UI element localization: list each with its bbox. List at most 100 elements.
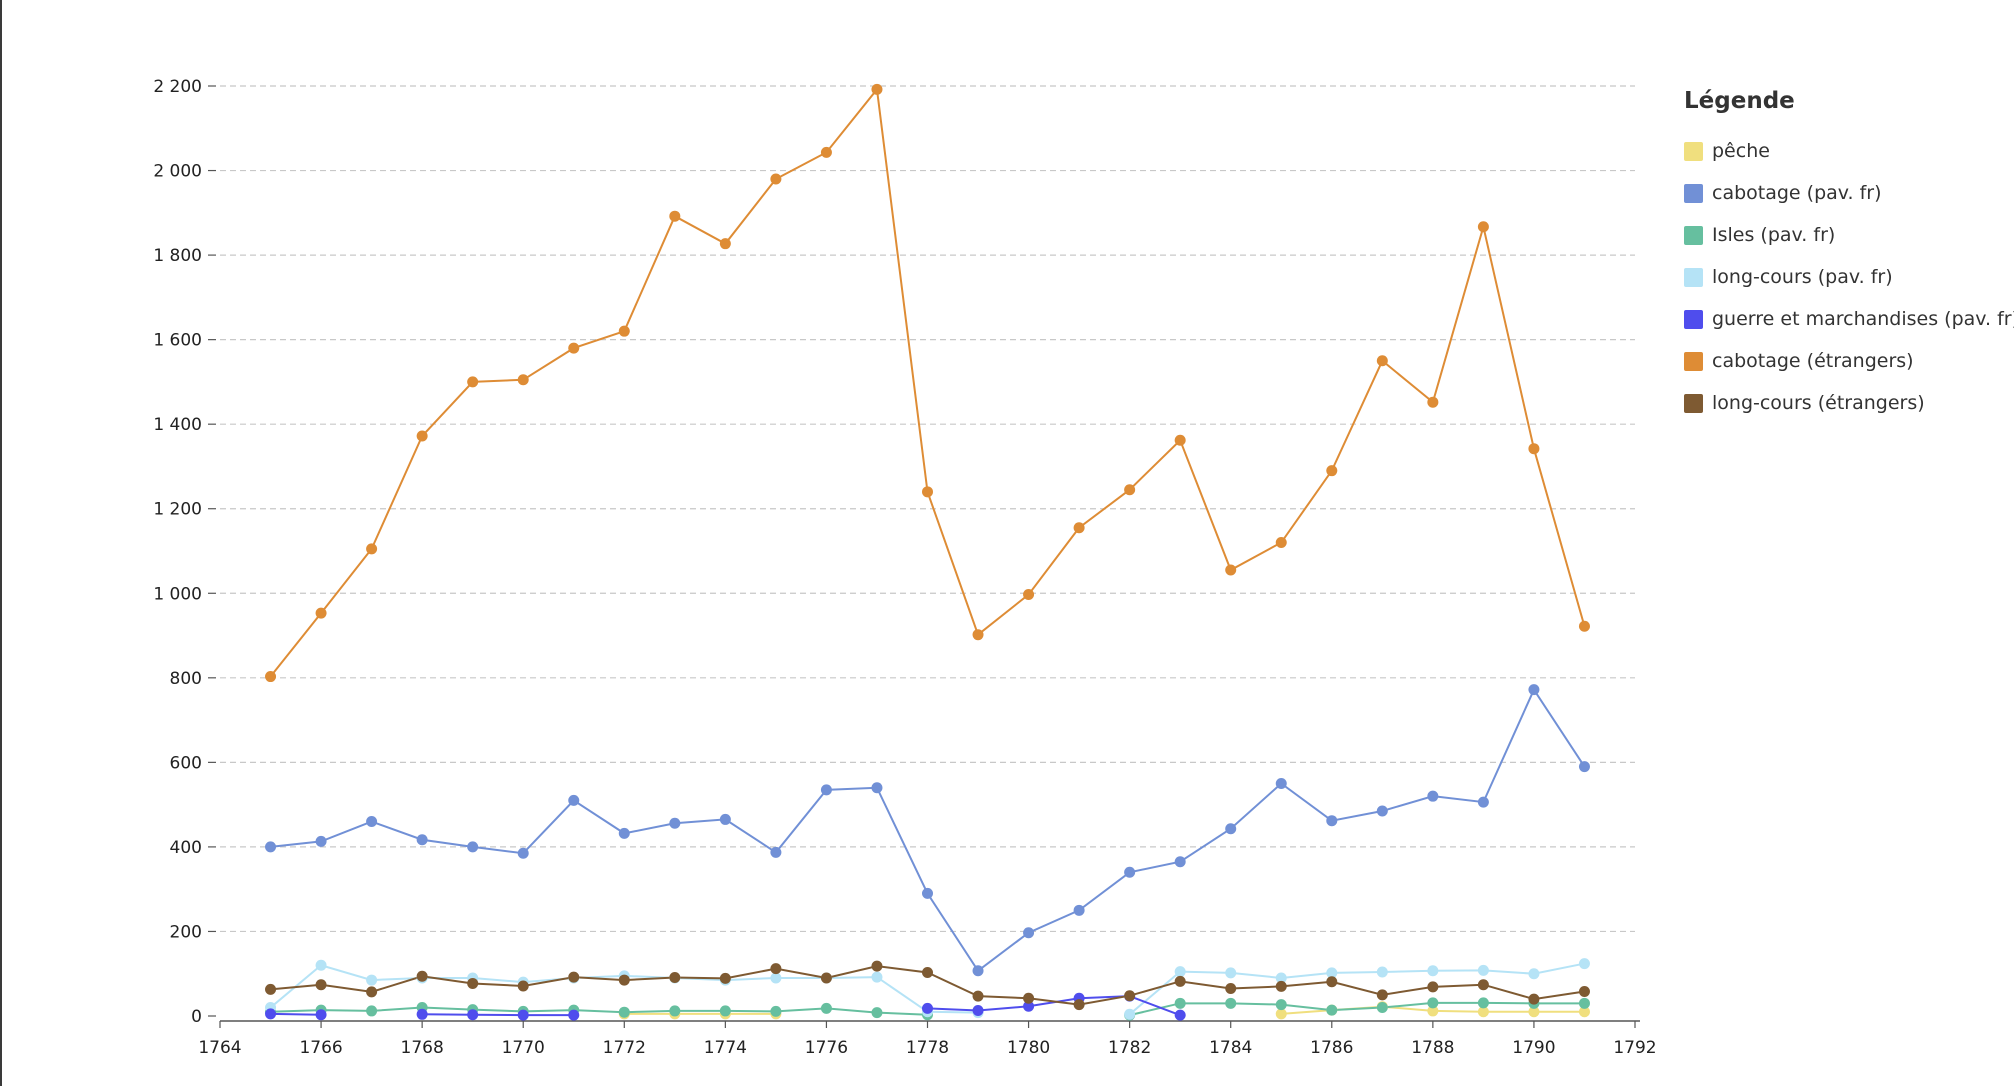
data-point-5[interactable] (1427, 396, 1439, 408)
data-point-6[interactable] (669, 972, 681, 984)
data-point-5[interactable] (1578, 620, 1590, 632)
data-point-1[interactable] (517, 847, 529, 859)
legend-item[interactable]: long-cours (pav. fr) (1684, 256, 2014, 298)
data-point-6[interactable] (1124, 990, 1136, 1002)
data-point-1[interactable] (770, 846, 782, 858)
data-point-5[interactable] (1477, 221, 1489, 233)
data-point-6[interactable] (315, 979, 327, 991)
data-point-6[interactable] (1023, 992, 1035, 1004)
data-point-3[interactable] (871, 971, 883, 983)
data-point-3[interactable] (1124, 1008, 1136, 1020)
data-point-3[interactable] (1528, 968, 1540, 980)
data-point-5[interactable] (568, 342, 580, 354)
data-point-4[interactable] (467, 1009, 479, 1021)
data-point-2[interactable] (366, 1005, 378, 1017)
data-point-1[interactable] (922, 887, 933, 899)
data-point-5[interactable] (1124, 484, 1136, 496)
data-point-5[interactable] (669, 210, 681, 222)
legend-item[interactable]: cabotage (étrangers) (1684, 340, 2014, 382)
data-point-2[interactable] (1477, 997, 1489, 1009)
data-point-1[interactable] (1225, 823, 1237, 835)
data-point-1[interactable] (1376, 805, 1388, 817)
data-point-6[interactable] (618, 974, 630, 986)
data-point-5[interactable] (1073, 522, 1085, 534)
data-point-0[interactable] (1427, 1005, 1439, 1017)
data-point-1[interactable] (820, 784, 832, 796)
data-point-2[interactable] (1174, 997, 1186, 1009)
data-point-6[interactable] (770, 963, 782, 975)
legend-item[interactable]: cabotage (pav. fr) (1684, 172, 2014, 214)
data-point-4[interactable] (1174, 1009, 1186, 1021)
data-point-2[interactable] (1326, 1004, 1338, 1016)
data-point-2[interactable] (871, 1007, 883, 1019)
data-point-6[interactable] (820, 972, 832, 984)
data-point-5[interactable] (770, 173, 782, 185)
data-point-1[interactable] (265, 841, 277, 853)
data-point-2[interactable] (770, 1005, 782, 1017)
data-point-6[interactable] (1477, 979, 1489, 991)
data-point-5[interactable] (922, 486, 933, 498)
data-point-6[interactable] (467, 977, 479, 989)
data-point-3[interactable] (770, 972, 782, 984)
data-point-4[interactable] (315, 1009, 327, 1021)
data-point-1[interactable] (1427, 790, 1439, 802)
data-point-2[interactable] (820, 1002, 832, 1014)
data-point-3[interactable] (1225, 967, 1237, 979)
data-point-5[interactable] (618, 325, 630, 337)
data-point-4[interactable] (568, 1009, 580, 1021)
data-point-5[interactable] (1326, 465, 1338, 477)
data-point-6[interactable] (1578, 985, 1590, 997)
data-point-1[interactable] (568, 794, 580, 806)
data-point-5[interactable] (315, 607, 327, 619)
data-point-0[interactable] (1578, 1006, 1590, 1018)
data-point-6[interactable] (719, 972, 731, 984)
data-point-1[interactable] (972, 965, 984, 977)
data-point-2[interactable] (1275, 999, 1287, 1011)
data-point-2[interactable] (1225, 997, 1237, 1009)
data-point-1[interactable] (1073, 904, 1085, 916)
data-point-1[interactable] (366, 816, 378, 828)
data-point-5[interactable] (972, 629, 984, 641)
data-point-0[interactable] (1275, 1008, 1287, 1020)
data-point-5[interactable] (366, 543, 378, 555)
data-point-6[interactable] (922, 966, 933, 978)
data-point-1[interactable] (871, 782, 883, 794)
data-point-1[interactable] (1578, 761, 1590, 773)
data-point-5[interactable] (1275, 537, 1287, 549)
data-point-6[interactable] (568, 971, 580, 983)
data-point-2[interactable] (1578, 997, 1590, 1009)
data-point-6[interactable] (1225, 983, 1237, 995)
data-point-6[interactable] (1275, 980, 1287, 992)
data-point-5[interactable] (467, 376, 479, 388)
data-point-3[interactable] (1174, 966, 1186, 978)
data-point-5[interactable] (1174, 434, 1186, 446)
legend-item[interactable]: guerre et marchandises (pav. fr) (1684, 298, 2014, 340)
data-point-1[interactable] (1477, 796, 1489, 808)
data-point-5[interactable] (517, 374, 529, 386)
data-point-2[interactable] (618, 1006, 630, 1018)
data-point-3[interactable] (1275, 972, 1287, 984)
data-point-4[interactable] (972, 1005, 984, 1017)
data-point-5[interactable] (719, 238, 731, 250)
legend-item[interactable]: long-cours (étrangers) (1684, 382, 2014, 424)
data-point-6[interactable] (366, 986, 378, 998)
data-point-4[interactable] (416, 1008, 428, 1020)
data-point-4[interactable] (517, 1009, 529, 1021)
data-point-1[interactable] (1174, 856, 1186, 868)
data-point-6[interactable] (972, 990, 984, 1002)
data-point-6[interactable] (1174, 975, 1186, 987)
data-point-1[interactable] (467, 841, 479, 853)
data-point-5[interactable] (1376, 355, 1388, 367)
data-point-1[interactable] (1124, 866, 1136, 878)
data-point-1[interactable] (1275, 778, 1287, 789)
data-point-3[interactable] (1578, 958, 1590, 970)
legend-item[interactable]: Isles (pav. fr) (1684, 214, 2014, 256)
data-point-5[interactable] (1225, 564, 1237, 576)
legend-item[interactable]: pêche (1684, 130, 2014, 172)
data-point-6[interactable] (1326, 976, 1338, 988)
data-point-4[interactable] (922, 1002, 933, 1014)
data-point-6[interactable] (1427, 981, 1439, 993)
data-point-0[interactable] (1477, 1006, 1489, 1018)
data-point-1[interactable] (416, 834, 428, 846)
data-point-1[interactable] (1326, 815, 1338, 827)
